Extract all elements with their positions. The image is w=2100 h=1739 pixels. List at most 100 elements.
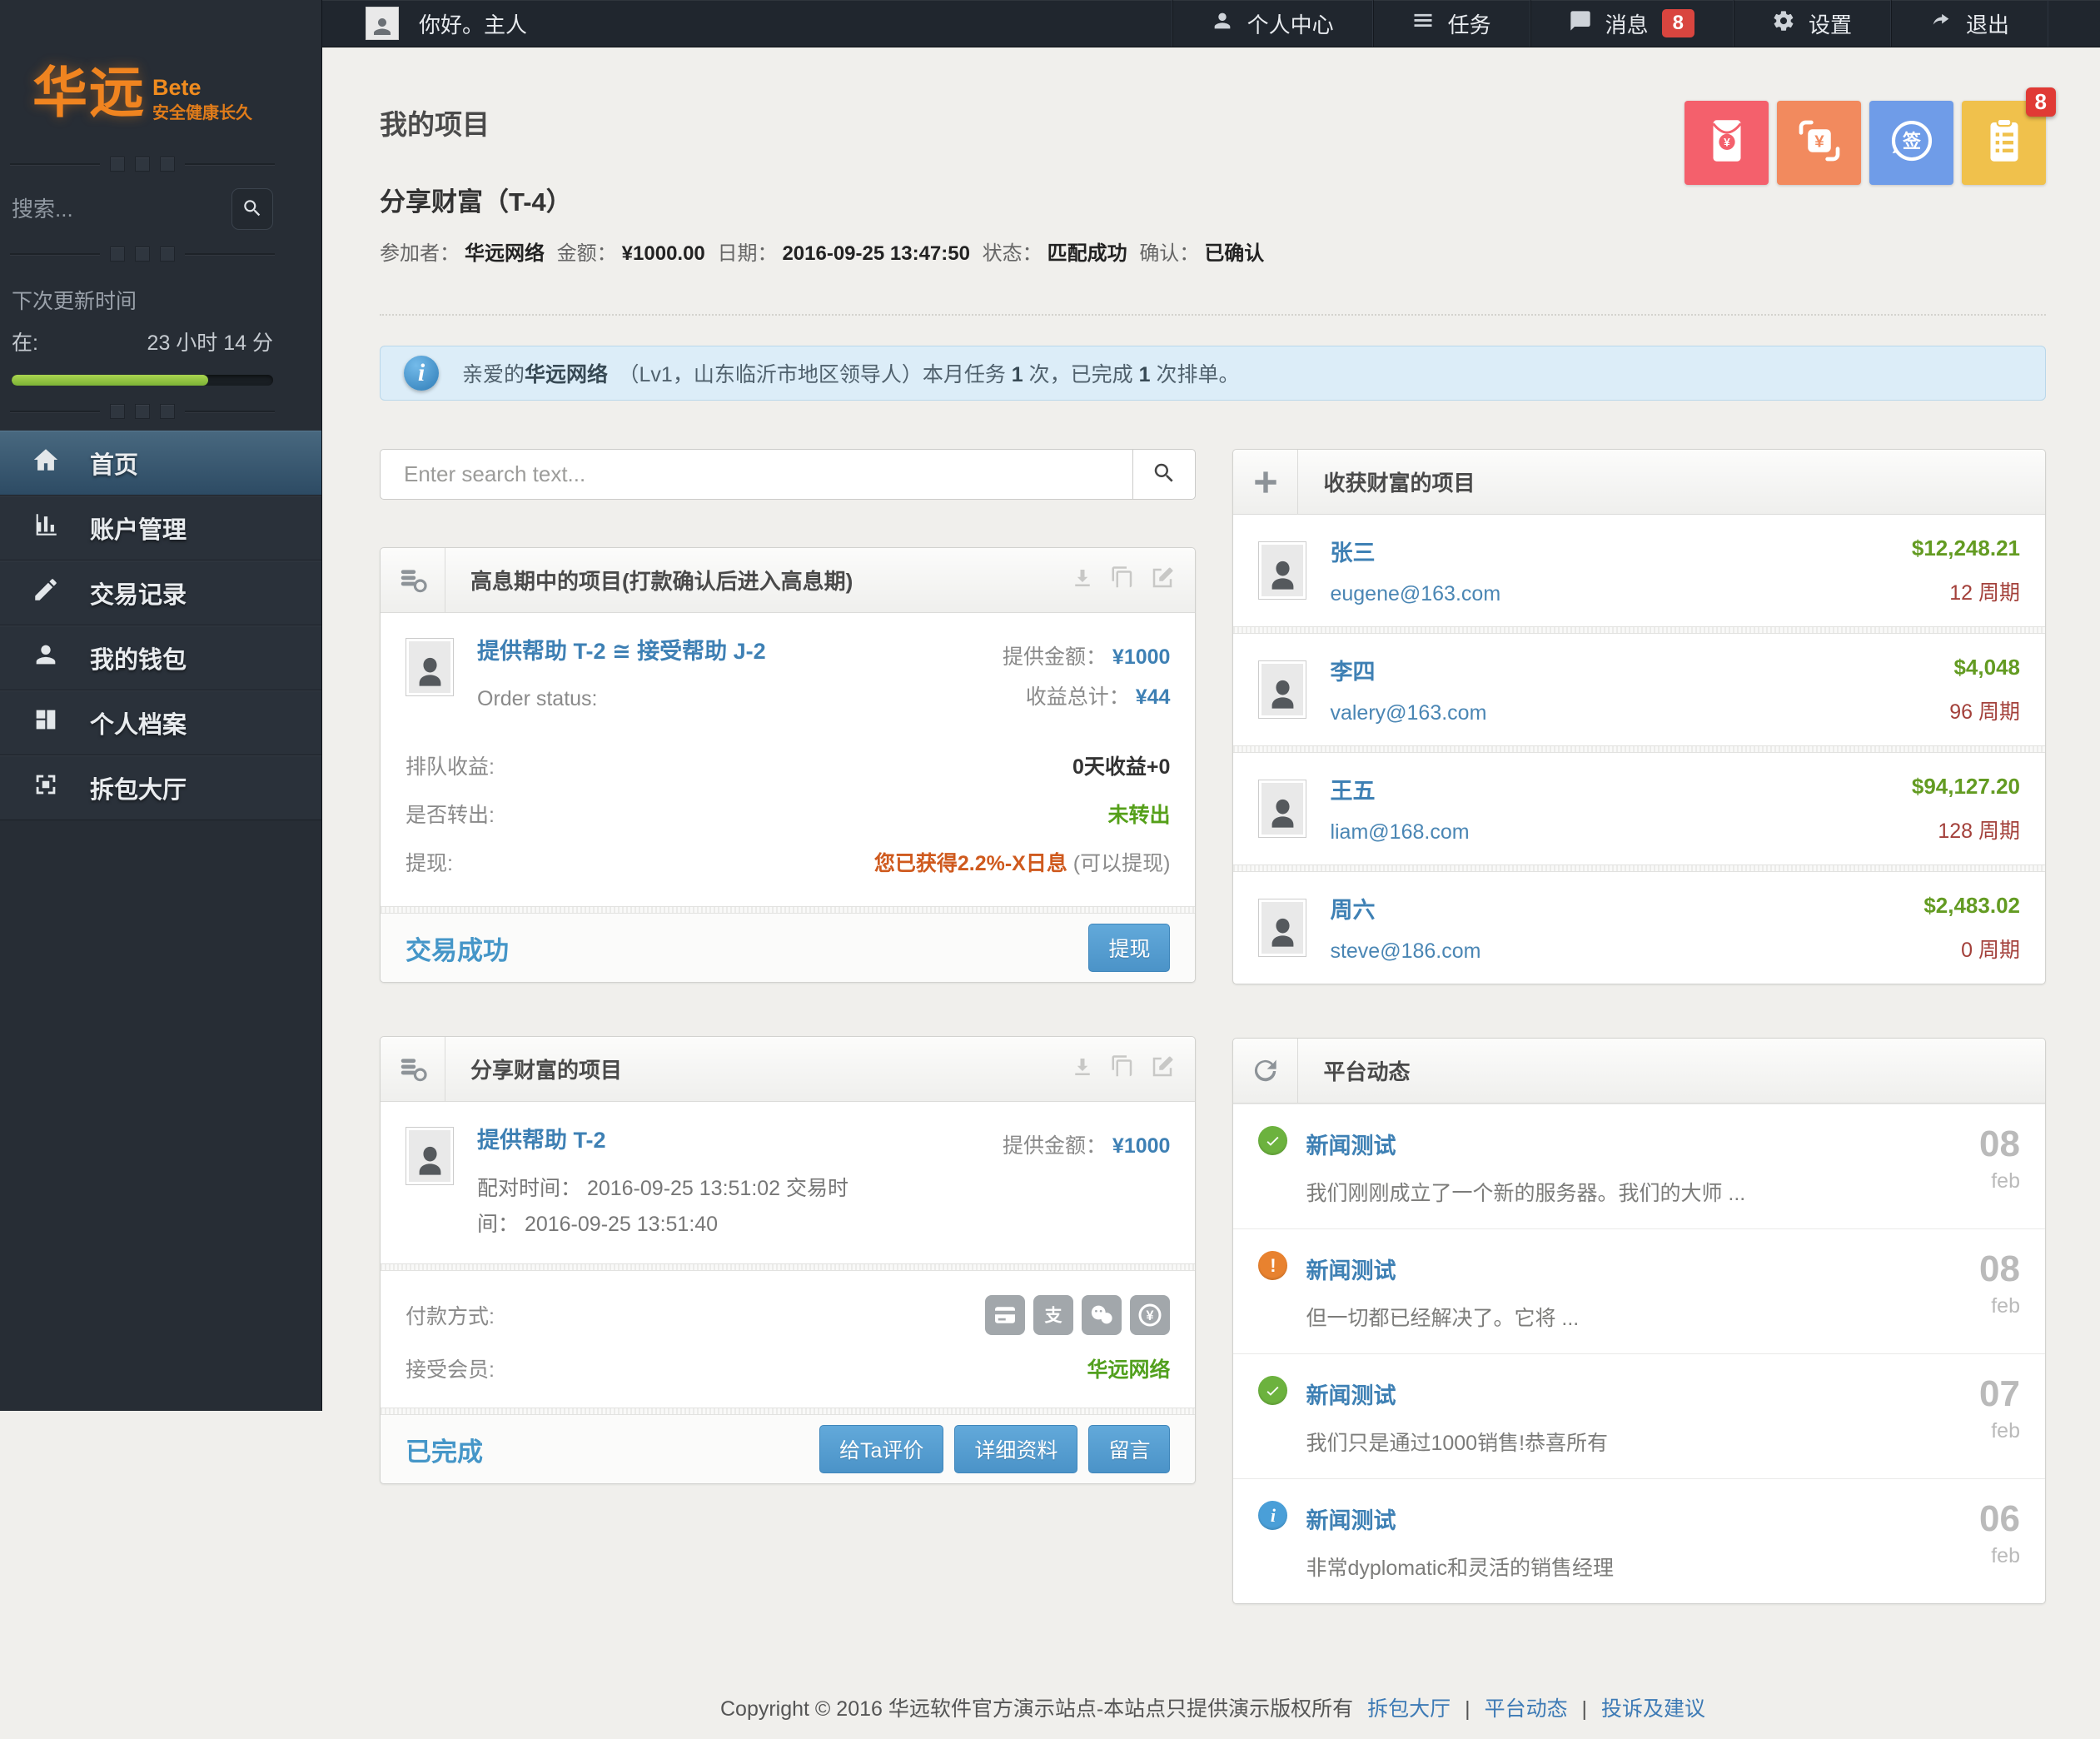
member-email[interactable]: liam@168.com <box>1330 820 1470 844</box>
tenpay-icon[interactable]: ¥ <box>1130 1295 1171 1336</box>
meta-value: ¥1000.00 <box>621 242 705 265</box>
page-content: 我的项目 分享财富（T-4） 参加者： 华远网络 金额： ¥1000.00 日期： 2… <box>322 47 2100 1739</box>
member-name[interactable]: 李四 <box>1330 660 1376 685</box>
wechat-icon[interactable] <box>1082 1295 1122 1336</box>
sidebar-item-label: 交易记录 <box>90 582 187 609</box>
wealth-row[interactable]: 王五 liam@168.com $94,127.20 128 周期 <box>1233 753 2045 865</box>
sidebar-item-label: 我的钱包 <box>90 647 187 674</box>
amount-label: 提供金额： <box>1002 645 1107 669</box>
wealth-row[interactable]: 李四 valery@163.com $4,048 96 周期 <box>1233 634 2045 745</box>
bank-card-icon[interactable] <box>985 1295 1026 1336</box>
coins-icon <box>381 548 445 612</box>
wealth-row[interactable]: 周六 steve@186.com $2,483.02 0 周期 <box>1233 872 2045 984</box>
download-icon[interactable] <box>1070 566 1095 595</box>
topbar-item-tasks[interactable]: 任务 <box>1371 0 1530 47</box>
amount-label: 提供金额： <box>1002 1134 1107 1159</box>
footer-link-platform-news[interactable]: 平台动态 <box>1484 1697 1568 1721</box>
member-name[interactable]: 周六 <box>1330 898 1376 923</box>
avatar <box>406 638 454 696</box>
search-button[interactable] <box>1132 449 1197 500</box>
sidebar-item-accounts[interactable]: 账户管理 <box>0 496 321 561</box>
orders-button[interactable]: 8 <box>1962 87 2056 185</box>
quick-actions: ¥ ¥ 签 8 <box>1684 87 2056 185</box>
news-title[interactable]: 新闻测试 <box>1306 1383 1396 1408</box>
member-email[interactable]: valery@163.com <box>1330 701 1487 725</box>
news-title[interactable]: 新闻测试 <box>1306 1258 1396 1283</box>
sidebar-search-button[interactable] <box>231 188 273 230</box>
sign-in-button[interactable]: 签 <box>1869 101 1953 185</box>
pay-label: 付款方式: <box>406 1305 495 1329</box>
topbar-item-messages[interactable]: 消息 8 <box>1529 0 1733 47</box>
sidebar-search-input[interactable] <box>12 196 220 222</box>
topbar-item-label: 退出 <box>1965 12 2009 37</box>
sidebar-item-transactions[interactable]: 交易记录 <box>0 561 321 625</box>
next-update-widget: 下次更新时间 在: 23 小时 14 分 <box>10 273 275 392</box>
orders-count-badge: 8 <box>2025 87 2056 117</box>
news-day: 07 <box>1979 1373 2020 1414</box>
panel-header: 高息期中的项目(打款确认后进入高息期) <box>381 548 1196 613</box>
member-value[interactable]: 华远网络 <box>1087 1358 1171 1383</box>
topbar-item-settings[interactable]: 设置 <box>1732 0 1890 47</box>
edit-icon[interactable] <box>1150 566 1175 595</box>
footer-link-feedback[interactable]: 投诉及建议 <box>1600 1697 1705 1721</box>
topbar-user[interactable]: 你好。主人 <box>322 7 527 40</box>
footer-link-unpack-hall[interactable]: 拆包大厅 <box>1367 1697 1451 1721</box>
wealth-row[interactable]: 张三 eugene@163.com $12,248.21 12 周期 <box>1233 515 2045 626</box>
panel-body: 提供帮助 T-2 配对时间： 2016-09-25 13:51:02 交易时间：… <box>381 1102 1195 1263</box>
copy-icon[interactable] <box>1110 566 1135 595</box>
project-searchbar <box>380 449 1197 500</box>
person-icon <box>419 657 440 686</box>
warning-icon: ! <box>1258 1251 1288 1280</box>
sidebar-item-profile[interactable]: 个人档案 <box>0 690 321 755</box>
news-title[interactable]: 新闻测试 <box>1306 1508 1396 1533</box>
member-info: 周六 steve@186.com <box>1330 892 1900 964</box>
topbar-item-logout[interactable]: 退出 <box>1889 0 2048 47</box>
news-title[interactable]: 新闻测试 <box>1306 1134 1396 1159</box>
main-area: 你好。主人 个人中心 任务 消息 8 设置 <box>321 0 2100 1721</box>
news-month: feb <box>1991 1294 2020 1318</box>
rate-button[interactable]: 给Ta评价 <box>819 1425 944 1474</box>
message-button[interactable]: 留言 <box>1088 1425 1171 1474</box>
brand-text: 华远 <box>32 62 146 123</box>
brand-logo[interactable]: 华远 Bete 安全健康长久 <box>10 8 275 145</box>
deal-link[interactable]: 提供帮助 T-2 ≅ 接受帮助 J-2 <box>477 639 766 664</box>
sidebar-top: 华远 Bete 安全健康长久 下次更新时间 在: 23 小时 14 分 <box>0 0 321 431</box>
avatar <box>1258 780 1307 838</box>
sidebar: 华远 Bete 安全健康长久 下次更新时间 在: 23 小时 14 分 <box>0 0 321 1411</box>
sidebar-item-unpack-hall[interactable]: 拆包大厅 <box>0 755 321 820</box>
deal-amounts: 提供金额： ¥1000 收益总计： ¥44 <box>912 638 1171 718</box>
page-footer: Copyright © 2016 华远软件官方演示站点-本站点只提供演示版权所有… <box>380 1692 2046 1739</box>
home-icon <box>32 446 60 481</box>
news-date: 08 feb <box>1979 1251 2020 1332</box>
topbar-item-profile[interactable]: 个人中心 <box>1171 0 1372 47</box>
edit-icon[interactable] <box>1150 1054 1175 1084</box>
copy-icon[interactable] <box>1110 1054 1135 1084</box>
transfer-button[interactable]: ¥ <box>1777 101 1861 185</box>
row-value: 0天收益+0 <box>1072 755 1171 780</box>
meta-label: 状态： <box>982 242 1043 265</box>
user-icon <box>32 640 60 675</box>
alipay-icon[interactable]: 支 <box>1033 1295 1074 1336</box>
red-envelope-button[interactable]: ¥ <box>1684 101 1769 185</box>
footer-separator: | <box>1581 1697 1588 1721</box>
refresh-icon[interactable] <box>1233 1039 1299 1103</box>
greeting-text: 你好。主人 <box>419 12 528 37</box>
download-icon[interactable] <box>1070 1054 1095 1084</box>
sidebar-item-home[interactable]: 首页 <box>0 431 321 496</box>
withdraw-button[interactable]: 提现 <box>1088 924 1171 973</box>
deal-info: 提供帮助 T-2 配对时间： 2016-09-25 13:51:02 交易时间：… <box>477 1127 888 1243</box>
sidebar-item-wallet[interactable]: 我的钱包 <box>0 625 321 690</box>
topbar-nav: 个人中心 任务 消息 8 设置 退出 <box>1171 0 2100 47</box>
transfer-icon: ¥ <box>1792 113 1847 172</box>
details-button[interactable]: 详细资料 <box>954 1425 1078 1474</box>
member-email[interactable]: eugene@163.com <box>1330 582 1501 605</box>
deal-link[interactable]: 提供帮助 T-2 <box>477 1128 606 1154</box>
decorative-divider <box>10 247 275 262</box>
member-name[interactable]: 王五 <box>1330 779 1376 804</box>
news-day: 08 <box>1979 1124 2020 1164</box>
list-icon <box>1411 9 1435 38</box>
search-input[interactable] <box>380 449 1133 500</box>
member-name[interactable]: 张三 <box>1330 541 1376 566</box>
news-item: ! 新闻测试 但一切都已经解决了。它将 ... 08 feb <box>1233 1228 2045 1353</box>
member-email[interactable]: steve@186.com <box>1330 939 1481 963</box>
